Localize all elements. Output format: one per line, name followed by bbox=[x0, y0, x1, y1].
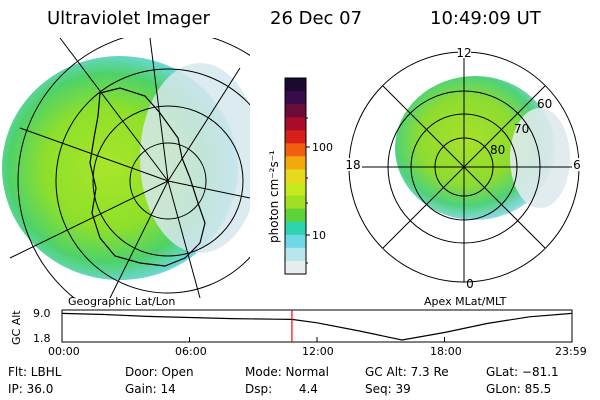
apex-image: 12 18 6 0 60 70 80 bbox=[344, 46, 582, 291]
status-glat: GLat: −81.1 bbox=[486, 365, 559, 379]
time-label: 10:49:09 UT bbox=[430, 8, 541, 29]
altitude-ytick-min: 1.8 bbox=[33, 332, 51, 345]
colorbar-swatch bbox=[285, 117, 306, 131]
status-gc-alt: GC Alt: 7.3 Re bbox=[365, 365, 449, 379]
xtick-0600: 06:00 bbox=[175, 345, 207, 358]
xtick-1200: 12:00 bbox=[302, 345, 334, 358]
colorbar-swatch bbox=[285, 195, 306, 210]
colorbar-label: photon cm⁻²s⁻¹ bbox=[267, 150, 281, 243]
xtick-1800: 18:00 bbox=[430, 345, 462, 358]
colorbar-swatch bbox=[285, 260, 306, 275]
altitude-curve bbox=[61, 312, 573, 341]
status-mode: Mode: Normal bbox=[245, 365, 329, 379]
coastline bbox=[89, 87, 206, 267]
colorbar-swatch bbox=[285, 156, 306, 171]
colorbar-swatch bbox=[285, 182, 306, 197]
mlt-label-12: 12 bbox=[456, 46, 471, 60]
apex-title: Apex MLat/MLT bbox=[424, 295, 507, 308]
status-ip: IP: 36.0 bbox=[8, 382, 54, 396]
geographic-title: Geographic Lat/Lon bbox=[68, 295, 176, 308]
apex-grid bbox=[348, 51, 580, 283]
colorbar-swatch bbox=[285, 169, 306, 184]
colorbar-swatch bbox=[285, 78, 306, 92]
geographic-image bbox=[2, 38, 250, 298]
altitude-plot: GC Alt 9.0 1.8 bbox=[10, 307, 573, 345]
status-glon: GLon: 85.5 bbox=[486, 382, 552, 396]
date-label: 26 Dec 07 bbox=[270, 8, 363, 29]
status-flt: Flt: LBHL bbox=[8, 365, 62, 379]
altitude-axis-label: GC Alt bbox=[10, 310, 23, 345]
altitude-ytick-max: 9.0 bbox=[33, 307, 51, 320]
xtick-2359: 23:59 bbox=[555, 345, 587, 358]
colorbar-swatch bbox=[285, 130, 306, 144]
mlat-label-70: 70 bbox=[514, 122, 529, 136]
xtick-0000: 00:00 bbox=[48, 345, 80, 358]
mlat-label-60: 60 bbox=[537, 97, 552, 111]
colorbar-tick-10: 10 bbox=[312, 229, 326, 242]
status-door: Door: Open bbox=[125, 365, 194, 379]
colorbar-swatch bbox=[285, 208, 306, 223]
mlt-label-18: 18 bbox=[345, 158, 360, 172]
colorbar-swatch bbox=[285, 104, 306, 118]
mlt-label-6: 6 bbox=[573, 158, 581, 172]
colorbar-swatch bbox=[285, 234, 306, 249]
colorbar-swatch bbox=[285, 221, 306, 236]
colorbar-tick-100: 100 bbox=[312, 141, 333, 154]
mlat-label-80: 80 bbox=[490, 143, 505, 157]
colorbar: 100 10 photon cm⁻²s⁻¹ bbox=[267, 77, 333, 275]
instrument-title: Ultraviolet Imager bbox=[47, 8, 210, 29]
status-gain: Gain: 14 bbox=[125, 382, 176, 396]
colorbar-swatch bbox=[285, 143, 306, 157]
status-seq: Seq: 39 bbox=[365, 382, 411, 396]
geo-grid bbox=[9, 38, 250, 298]
colorbar-swatch bbox=[285, 91, 306, 105]
mlt-label-0: 0 bbox=[466, 277, 474, 291]
status-dsp: Dsp: 4.4 bbox=[245, 382, 318, 396]
colorbar-swatch bbox=[285, 247, 306, 262]
